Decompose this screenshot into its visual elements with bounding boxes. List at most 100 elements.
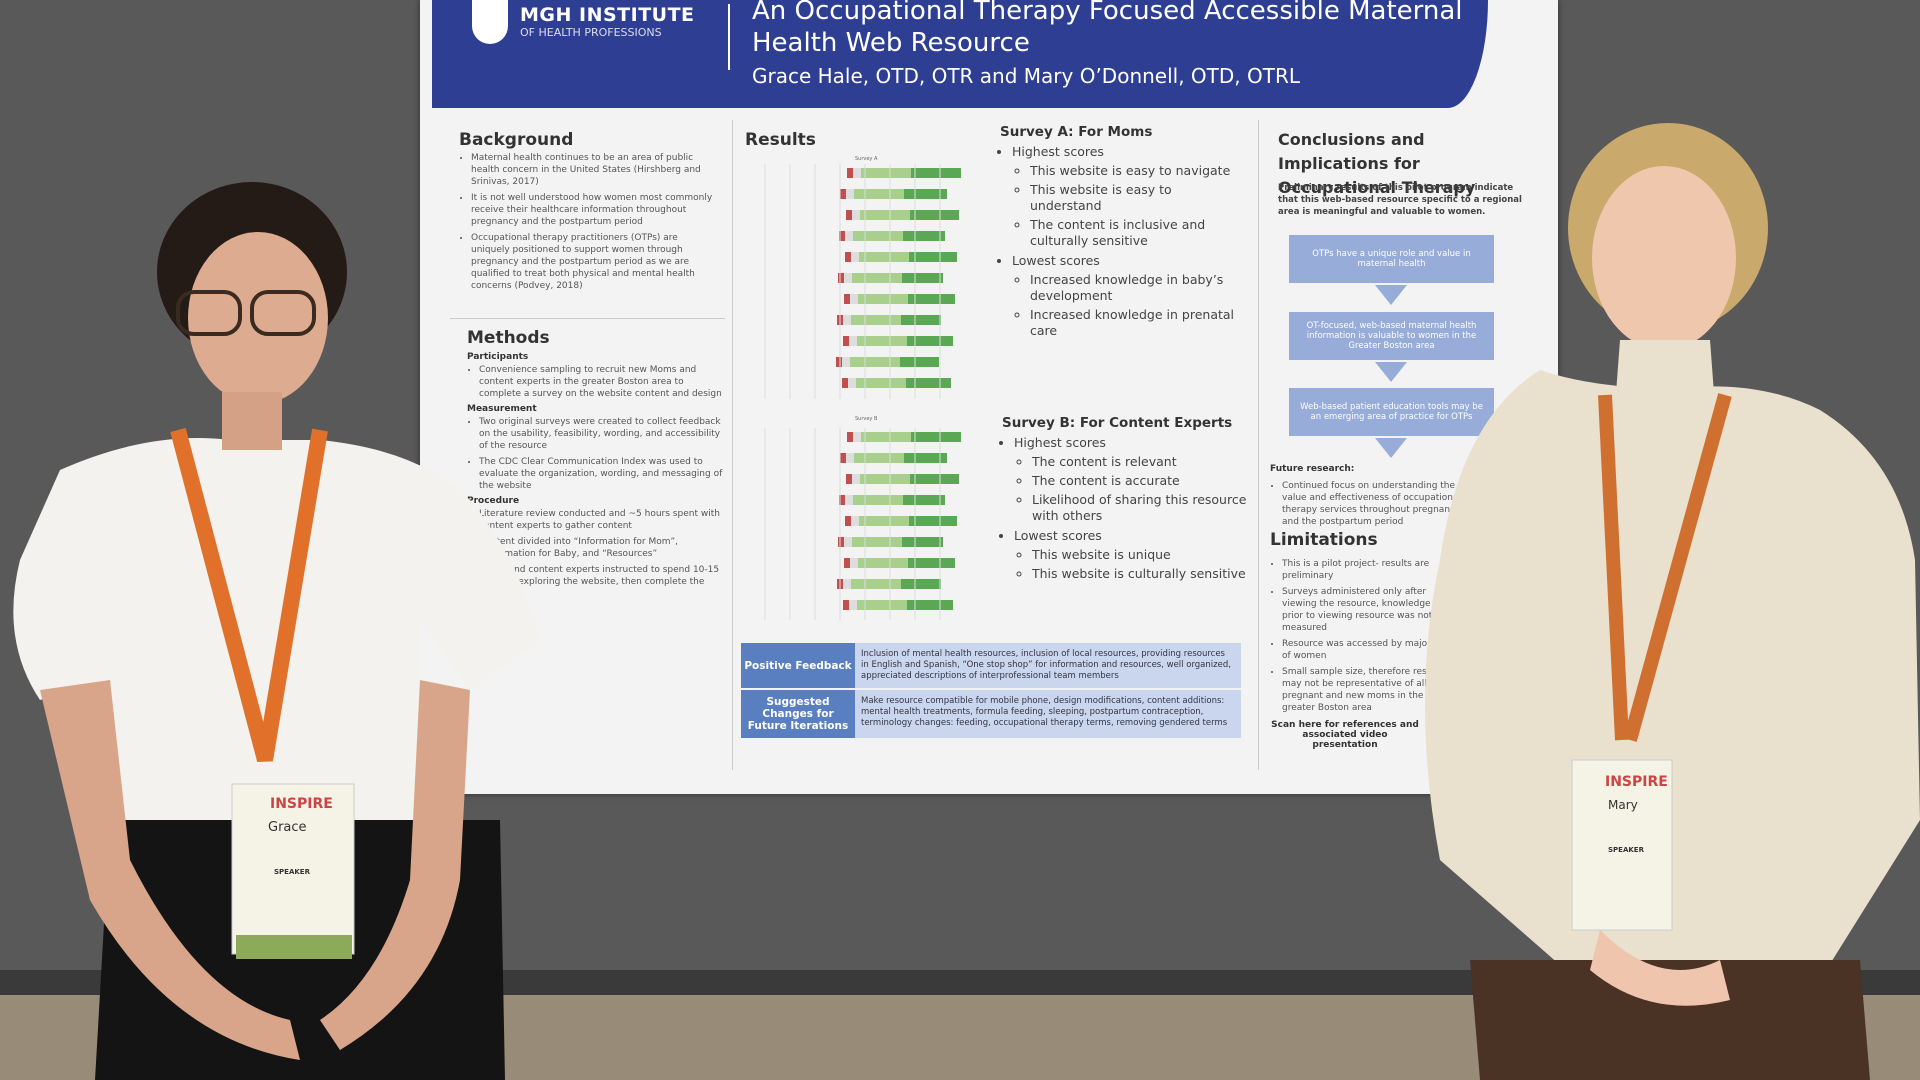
bullet-list: Highest scores This website is easy to na…: [1000, 144, 1245, 339]
bar-seg: [849, 336, 857, 346]
bullet: This website is unique: [1032, 547, 1247, 563]
poster-header: [432, 0, 1488, 108]
bar-seg: [902, 537, 943, 547]
feedback-label: Suggested Changes for Future Iterations: [741, 690, 855, 738]
bullet-list: This website is unique This website is cu…: [1014, 547, 1247, 582]
bar-seg: [850, 357, 900, 367]
bullet: This website is easy to navigate: [1030, 163, 1245, 179]
bar-seg: [852, 210, 860, 220]
divider: [728, 4, 730, 70]
bar-seg: [842, 357, 850, 367]
bar-seg: [910, 474, 959, 484]
bullet: Two original surveys were created to col…: [479, 416, 725, 452]
flow-arrow: [1375, 362, 1407, 382]
bar-seg: [858, 558, 908, 568]
bullet-list: This website is easy to navigate This web…: [1012, 163, 1245, 249]
bar-seg: [901, 315, 941, 325]
rule: [1258, 120, 1259, 770]
group-label: Lowest scores: [1014, 528, 1102, 543]
heading: Background: [459, 130, 574, 150]
bullet: This is a pilot project- results are pre…: [1282, 558, 1452, 582]
bar-seg: [903, 495, 945, 505]
feedback-label: Positive Feedback: [741, 643, 855, 688]
heading: Limitations: [1270, 530, 1378, 550]
blouse: [13, 438, 541, 840]
bar-seg: [859, 516, 909, 526]
arm: [320, 680, 470, 1050]
bar-seg: [853, 168, 861, 178]
bar-seg: [858, 294, 908, 304]
bar-seg: [846, 453, 854, 463]
bar-seg: [909, 252, 957, 262]
bullet-list: Highest scoresThe content is relevantThe…: [1002, 435, 1247, 582]
bar-seg: [859, 252, 909, 262]
bullet-list: Two original surveys were created to col…: [467, 416, 725, 492]
bar-seg: [844, 558, 850, 568]
bar-seg: [851, 252, 859, 262]
flow-box: Web-based patient education tools may be…: [1289, 388, 1494, 436]
bullet-list: Maternal health continues to be an area …: [459, 152, 719, 292]
bar-seg: [843, 336, 849, 346]
bar-seg: [845, 516, 851, 526]
bullet: Likelihood of sharing this resource with…: [1032, 492, 1247, 524]
bar-seg: [851, 579, 901, 589]
survey-a: Survey A: For Moms Highest scores This we…: [1000, 124, 1245, 343]
bullet: Increased knowledge in baby’s developmen…: [1030, 272, 1245, 304]
badge-role: SPEAKER: [1608, 846, 1644, 854]
feedback-text: Inclusion of mental health resources, in…: [855, 643, 1241, 688]
bar-seg: [857, 336, 907, 346]
badge-name: Mary: [1608, 798, 1638, 812]
bullet: Resource was accessed by majority of wom…: [1282, 638, 1452, 662]
bar-seg: [901, 579, 941, 589]
bar-seg: [849, 600, 857, 610]
institution: MGH INSTITUTE: [520, 4, 695, 26]
bullet: Small sample size, therefore results may…: [1282, 666, 1452, 714]
institution-sub: OF HEALTH PROFESSIONS: [520, 26, 662, 39]
bar-seg: [838, 537, 844, 547]
bar-seg: [838, 273, 844, 283]
badge-brand: INSPIRE: [270, 796, 333, 812]
bullet: Increased knowledge in prenatal care: [1030, 307, 1245, 339]
bar-seg: [847, 168, 853, 178]
bar-seg: [848, 378, 856, 388]
heading: Survey A: For Moms: [1000, 124, 1153, 140]
lanyard: [170, 427, 328, 763]
hands: [1590, 930, 1730, 1006]
bar-seg: [856, 378, 906, 388]
bar-seg: [843, 600, 849, 610]
bullet: Literature review conducted and ~5 hours…: [479, 508, 725, 532]
feedback-row: Positive Feedback Inclusion of mental hea…: [741, 643, 1241, 688]
bar-seg: [860, 474, 910, 484]
glasses: [176, 290, 242, 336]
bullet: The content is inclusive and culturally …: [1030, 217, 1245, 249]
bar-seg: [846, 189, 854, 199]
group-label: Highest scores: [1014, 435, 1106, 450]
feedback-table: Positive Feedback Inclusion of mental hea…: [741, 643, 1241, 740]
bar-seg: [911, 168, 961, 178]
bar-seg: [850, 558, 858, 568]
bar-seg: [908, 558, 955, 568]
heading: Results: [745, 130, 816, 150]
bullet-list: This is a pilot project- results are pre…: [1270, 556, 1452, 718]
label: Future research:: [1270, 464, 1355, 474]
group: Lowest scores This website is uniqueThis …: [1014, 528, 1247, 582]
intro: Preliminary results of this pilot progra…: [1278, 183, 1522, 217]
bar-seg: [902, 273, 943, 283]
badge: [1571, 759, 1673, 931]
bar-seg: [840, 189, 846, 199]
flow-box: OTPs have a unique role and value in mat…: [1289, 235, 1494, 283]
bar-seg: [852, 273, 902, 283]
flow-arrow: [1375, 285, 1407, 305]
pants: [1470, 960, 1870, 1080]
survey-charts: [764, 164, 961, 620]
bar-seg: [842, 378, 848, 388]
group: Lowest scores Increased knowledge in baby…: [1012, 253, 1245, 339]
bar-seg: [853, 495, 903, 505]
bar-seg: [839, 495, 845, 505]
feedback-text: Make resource compatible for mobile phon…: [855, 690, 1241, 738]
face: [1592, 166, 1736, 350]
heading: Survey B: For Content Experts: [1002, 415, 1233, 431]
bar-seg: [847, 432, 853, 442]
